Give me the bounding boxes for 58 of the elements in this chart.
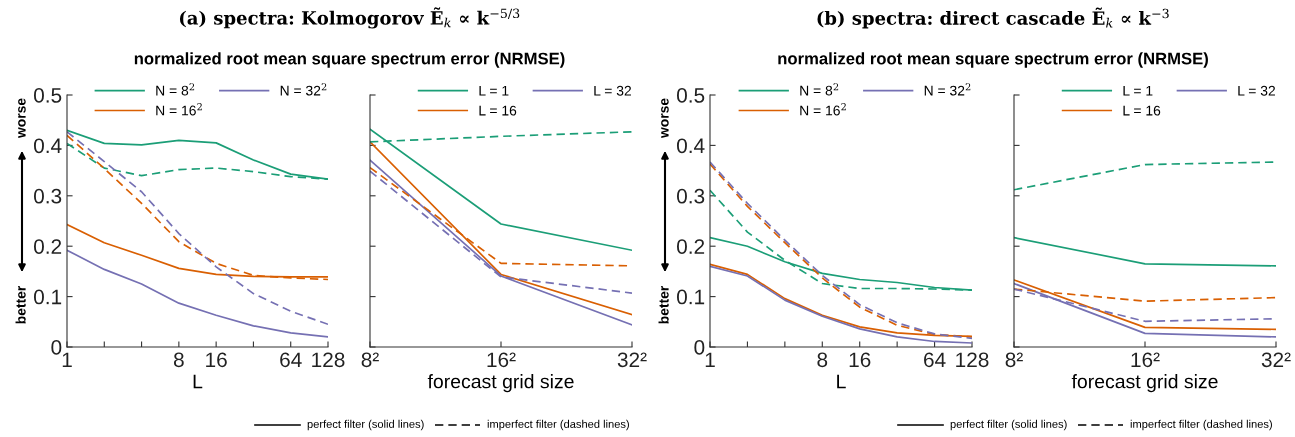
x-tick-label: 16² bbox=[487, 352, 516, 368]
x-tick-label: 16 bbox=[849, 352, 871, 368]
text: imperfect filter (dashed lines) bbox=[1130, 419, 1272, 431]
text: better bbox=[15, 285, 26, 324]
y-tick-label: 0.1 bbox=[33, 289, 62, 305]
legend-label: L = 32 bbox=[594, 85, 631, 96]
x-tick-label: 128 bbox=[956, 352, 989, 368]
chart-title: (a) spectra: Kolmogorov Ẽ$_{k}$ ∝ k$^{−5/3}$ bbox=[179, 7, 520, 29]
chart-subtitle: normalized root mean square spectrum error (NRMSE) bbox=[778, 52, 1208, 68]
y-tick-label: 0.5 bbox=[33, 88, 62, 103]
legend-label: N = 16$^{2}$ bbox=[156, 103, 202, 116]
legend-label: N = 8$^{2}$ bbox=[156, 83, 195, 96]
line-series bbox=[67, 130, 328, 326]
legend-label: N = 32$^{2}$ bbox=[280, 83, 327, 96]
legend-label: L = 16 bbox=[479, 105, 517, 116]
chart-title: (b) spectra: direct cascade Ẽ$_{k}$ ∝ k$^{−3}$ bbox=[817, 7, 1169, 29]
text: perfect filter (solid lines) bbox=[950, 419, 1067, 431]
y-tick-label: 0.2 bbox=[33, 239, 62, 254]
x-tick-label: 8 bbox=[173, 352, 184, 368]
text: perfect filter (solid lines) bbox=[307, 419, 424, 431]
x-tick-label: 16² bbox=[1131, 352, 1160, 368]
y-tick-label: 0 bbox=[51, 340, 62, 355]
x-tick-label: 16 bbox=[206, 352, 227, 368]
legend-label: L = 1 bbox=[1123, 85, 1153, 96]
text: worse bbox=[18, 98, 26, 139]
y-tick-label: 0.4 bbox=[33, 138, 62, 154]
legend-label: N = 32$^{2}$ bbox=[924, 83, 971, 96]
y-tick-label: 0.2 bbox=[676, 239, 705, 254]
x-axis-title: L bbox=[193, 374, 203, 389]
y-tick-label: 0.1 bbox=[676, 289, 705, 305]
legend-label: L = 32 bbox=[1238, 85, 1275, 96]
x-axis-title: forecast grid size bbox=[427, 374, 574, 393]
legend-label: L = 1 bbox=[479, 85, 509, 96]
x-tick-label: 64 bbox=[280, 352, 302, 368]
x-axis-title: L bbox=[837, 374, 846, 389]
x-tick-label: 8² bbox=[361, 352, 379, 368]
x-tick-label: 1 bbox=[705, 352, 715, 367]
x-tick-label: 32² bbox=[1261, 352, 1291, 368]
x-tick-label: 128 bbox=[312, 352, 345, 368]
y-tick-label: 0.3 bbox=[33, 188, 62, 204]
y-tick-label: 0.4 bbox=[676, 138, 705, 154]
x-tick-label: 32² bbox=[617, 352, 647, 368]
y-tick-label: 0.5 bbox=[676, 88, 705, 103]
y-tick-label: 0.3 bbox=[676, 188, 705, 204]
text: imperfect filter (dashed lines) bbox=[487, 419, 629, 431]
x-axis-title: forecast grid size bbox=[1071, 374, 1218, 393]
legend-label: L = 16 bbox=[1123, 105, 1161, 116]
line-series bbox=[67, 249, 328, 338]
legend-label: N = 8$^{2}$ bbox=[800, 83, 839, 96]
legend-label: N = 16$^{2}$ bbox=[800, 103, 846, 116]
x-tick-label: 8 bbox=[817, 352, 828, 368]
text: worse bbox=[661, 98, 669, 139]
x-tick-label: 64 bbox=[924, 352, 946, 368]
text: better bbox=[658, 285, 669, 324]
x-tick-label: 1 bbox=[62, 352, 72, 367]
x-tick-label: 8² bbox=[1005, 352, 1023, 368]
chart-subtitle: normalized root mean square spectrum error (NRMSE) bbox=[134, 52, 565, 68]
y-tick-label: 0 bbox=[694, 340, 705, 355]
